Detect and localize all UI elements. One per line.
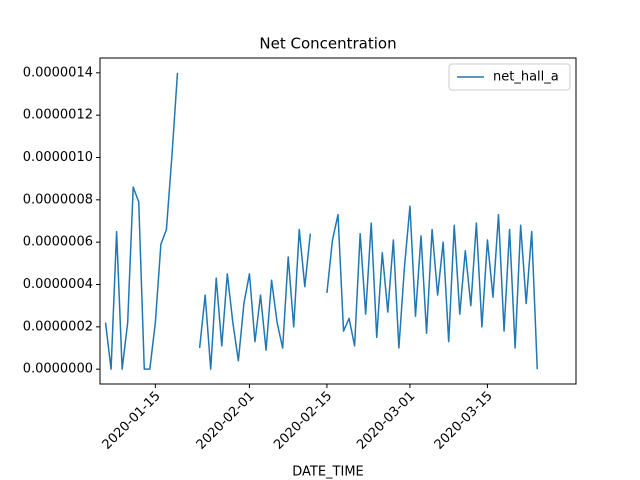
legend-label: net_hall_a (493, 70, 559, 85)
x-axis-label: DATE_TIME (292, 465, 364, 480)
y-tick-label: 0.0000012 (23, 108, 93, 123)
axes-frame (99, 57, 577, 385)
y-tick-label: 0.0000002 (23, 319, 93, 334)
y-tick-label: 0.0000006 (23, 235, 93, 250)
chart-title: Net Concentration (259, 35, 396, 53)
y-tick-label: 0.0000010 (23, 150, 93, 165)
y-tick-label: 0.0000014 (23, 65, 93, 80)
data-line (104, 72, 539, 370)
legend: net_hall_a (448, 63, 571, 91)
y-tick-label: 0.0000004 (23, 277, 93, 292)
y-tick-label: 0.0000000 (23, 362, 93, 377)
y-tick-label: 0.0000008 (23, 192, 93, 207)
legend-box (448, 63, 571, 91)
